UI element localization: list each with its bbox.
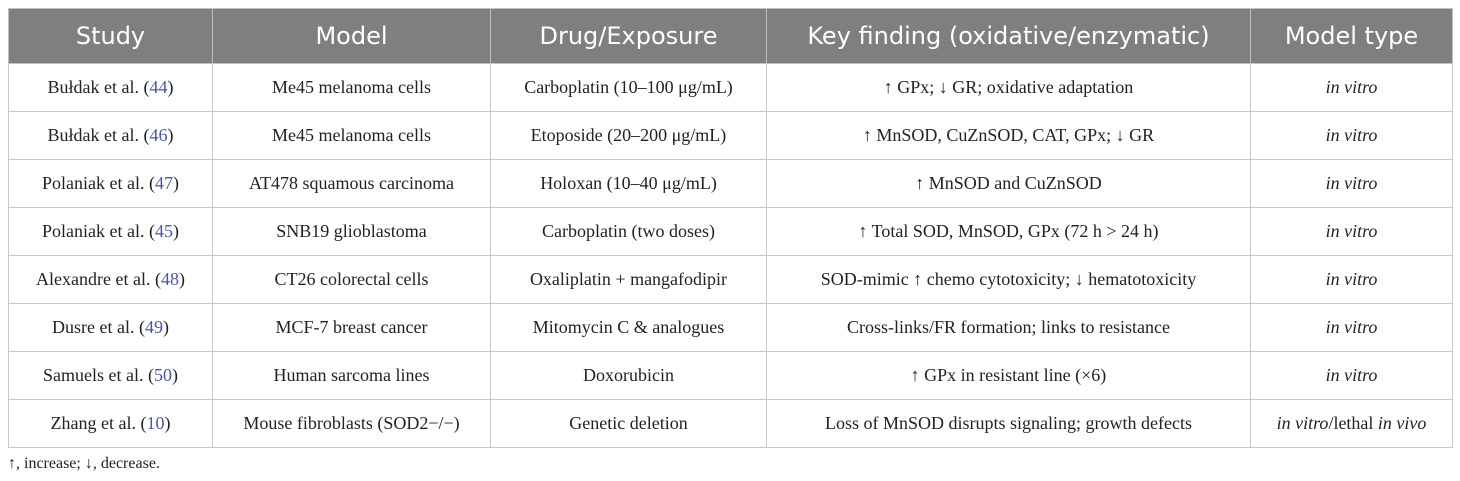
finding-cell: ↑ GPx in resistant line (×6) <box>766 351 1251 400</box>
model-cell: Me45 melanoma cells <box>212 111 491 160</box>
model-type-cell: in vitro/lethal in vivo <box>1250 399 1453 448</box>
reference-link: 50 <box>153 365 172 385</box>
table-body: Bułdak et al. (44) Me45 melanoma cells Car… <box>8 63 1453 448</box>
study-cell: Bułdak et al. (46) <box>8 111 213 160</box>
header-cell: Model <box>212 8 491 64</box>
table-row: Bułdak et al. (46) Me45 melanoma cells Eto… <box>8 111 1453 160</box>
study-text: ) <box>172 221 179 241</box>
study-cell: Bułdak et al. (44) <box>8 63 213 112</box>
study-text: ) <box>164 413 171 433</box>
study-text: ) <box>162 317 169 337</box>
study-text: ) <box>178 269 185 289</box>
model-type-cell: in vitro <box>1250 303 1453 352</box>
reference-link: 44 <box>149 77 168 97</box>
header-cell: Drug/Exposure <box>490 8 767 64</box>
study-text: Polaniak et al. ( <box>42 221 155 241</box>
model-cell: Me45 melanoma cells <box>212 63 491 112</box>
reference-link: 49 <box>144 317 163 337</box>
reference-link: 47 <box>154 173 173 193</box>
drug-cell: Etoposide (20–200 μg/mL) <box>490 111 767 160</box>
finding-cell: ↑ MnSOD and CuZnSOD <box>766 159 1251 208</box>
drug-cell: Genetic deletion <box>490 399 767 448</box>
table-row: Samuels et al. (50) Human sarcoma lines Do… <box>8 351 1453 400</box>
model-type-text: in vitro <box>1325 269 1378 289</box>
model-cell: Mouse fibroblasts (SOD2−/−) <box>212 399 491 448</box>
model-type-text: in vitro <box>1325 173 1378 193</box>
model-type-text: in vitro <box>1325 125 1378 145</box>
study-text: ) <box>167 125 174 145</box>
model-type-text: /lethal <box>1328 413 1378 433</box>
model-type-cell: in vitro <box>1250 63 1453 112</box>
table-row: Zhang et al. (10) Mouse fibroblasts (SOD2… <box>8 399 1453 448</box>
header-cell: Model type <box>1250 8 1453 64</box>
model-cell: SNB19 glioblastoma <box>212 207 491 256</box>
study-text: Samuels et al. ( <box>43 365 154 385</box>
study-text: Dusre et al. ( <box>52 317 145 337</box>
finding-cell: ↑ Total SOD, MnSOD, GPx (72 h > 24 h) <box>766 207 1251 256</box>
reference-link: 45 <box>154 221 173 241</box>
table-row: Polaniak et al. (45) SNB19 glioblastoma Ca… <box>8 207 1453 256</box>
model-type-text: in vivo <box>1377 413 1427 433</box>
finding-cell: ↑ MnSOD, CuZnSOD, CAT, GPx; ↓ GR <box>766 111 1251 160</box>
header-cell: Study <box>8 8 213 64</box>
model-type-cell: in vitro <box>1250 111 1453 160</box>
model-cell: AT478 squamous carcinoma <box>212 159 491 208</box>
drug-cell: Doxorubicin <box>490 351 767 400</box>
study-cell: Polaniak et al. (45) <box>8 207 213 256</box>
study-text: ) <box>171 365 178 385</box>
table-row: Polaniak et al. (47) AT478 squamous carci… <box>8 159 1453 208</box>
study-text: Bułdak et al. ( <box>47 77 150 97</box>
header-row: Study Model Drug/Exposure Key finding (oxid… <box>8 8 1453 64</box>
study-text: ) <box>172 173 179 193</box>
finding-cell: Cross-links/FR formation; links to resis… <box>766 303 1251 352</box>
model-type-cell: in vitro <box>1250 207 1453 256</box>
study-cell: Samuels et al. (50) <box>8 351 213 400</box>
model-type-text: in vitro <box>1325 77 1378 97</box>
table-row: Alexandre et al. (48) CT26 colorectal cel… <box>8 255 1453 304</box>
table-wrap: Study Model Drug/Exposure Key finding (oxid… <box>8 8 1453 448</box>
model-type-cell: in vitro <box>1250 351 1453 400</box>
model-type-text: in vitro <box>1325 221 1378 241</box>
reference-link: 48 <box>160 269 179 289</box>
study-text: Bułdak et al. ( <box>47 125 150 145</box>
study-cell: Alexandre et al. (48) <box>8 255 213 304</box>
study-cell: Dusre et al. (49) <box>8 303 213 352</box>
table: Study Model Drug/Exposure Key finding (oxid… <box>8 8 1453 448</box>
study-text: ) <box>167 77 174 97</box>
table-row: Bułdak et al. (44) Me45 melanoma cells Car… <box>8 63 1453 112</box>
reference-link: 10 <box>146 413 165 433</box>
study-text: Alexandre et al. ( <box>36 269 161 289</box>
model-cell: CT26 colorectal cells <box>212 255 491 304</box>
drug-cell: Carboplatin (10–100 μg/mL) <box>490 63 767 112</box>
model-type-cell: in vitro <box>1250 159 1453 208</box>
study-cell: Zhang et al. (10) <box>8 399 213 448</box>
finding-cell: ↑ GPx; ↓ GR; oxidative adaptation <box>766 63 1251 112</box>
model-cell: MCF-7 breast cancer <box>212 303 491 352</box>
study-text: Zhang et al. ( <box>50 413 147 433</box>
model-type-cell: in vitro <box>1250 255 1453 304</box>
drug-cell: Oxaliplatin + mangafodipir <box>490 255 767 304</box>
drug-cell: Mitomycin C & analogues <box>490 303 767 352</box>
table-row: Dusre et al. (49) MCF-7 breast cancer Mito… <box>8 303 1453 352</box>
study-text: Polaniak et al. ( <box>42 173 155 193</box>
study-cell: Polaniak et al. (47) <box>8 159 213 208</box>
model-cell: Human sarcoma lines <box>212 351 491 400</box>
footnote: ↑, increase; ↓, decrease. <box>8 455 160 472</box>
header-cell: Key finding (oxidative/enzymatic) <box>766 8 1251 64</box>
finding-cell: Loss of MnSOD disrupts signaling; growth… <box>766 399 1251 448</box>
model-type-text: in vitro <box>1325 365 1378 385</box>
model-type-text: in vitro <box>1276 413 1329 433</box>
drug-cell: Holoxan (10–40 μg/mL) <box>490 159 767 208</box>
reference-link: 46 <box>149 125 168 145</box>
model-type-text: in vitro <box>1325 317 1378 337</box>
drug-cell: Carboplatin (two doses) <box>490 207 767 256</box>
finding-cell: SOD-mimic ↑ chemo cytotoxicity; ↓ hemato… <box>766 255 1251 304</box>
